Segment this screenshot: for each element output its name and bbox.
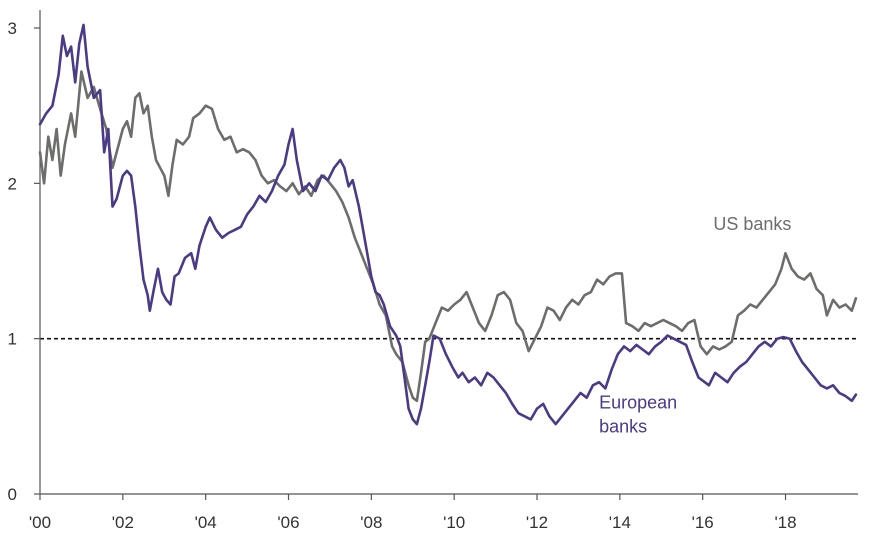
y-tick-label: 0	[8, 485, 17, 504]
x-tick-label: '10	[443, 513, 465, 532]
series-label-european-banks: European banks	[599, 393, 677, 437]
y-tick-label: 2	[8, 174, 17, 193]
series-label-us-banks: US banks	[713, 214, 791, 234]
series-layer	[38, 23, 858, 426]
x-tick-label: '16	[692, 513, 714, 532]
y-tick-label: 1	[8, 330, 17, 349]
x-tick-label: '00	[29, 513, 51, 532]
series-line-us-banks	[38, 70, 858, 403]
x-tick-label: '06	[277, 513, 299, 532]
series-line-european-banks	[38, 23, 858, 426]
y-tick-label: 3	[8, 19, 17, 38]
x-tick-label: '04	[195, 513, 217, 532]
x-tick-label: '18	[774, 513, 796, 532]
x-tick-label: '14	[609, 513, 631, 532]
axes: 0 1 2 3 '00 '02 '04 '06 '08 '10 '12 '14 '16 '18	[8, 10, 858, 532]
series-labels: US banks European banks	[599, 214, 791, 437]
x-tick-label: '02	[112, 513, 134, 532]
x-tick-label: '08	[360, 513, 382, 532]
x-tick-label: '12	[526, 513, 548, 532]
